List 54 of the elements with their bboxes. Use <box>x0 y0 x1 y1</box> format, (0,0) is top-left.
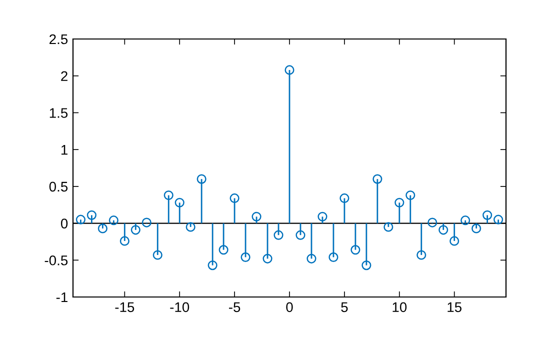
point <box>460 216 470 226</box>
point <box>350 245 360 255</box>
point <box>296 230 306 240</box>
point <box>164 190 174 200</box>
point <box>86 210 96 220</box>
point <box>230 193 240 204</box>
point <box>494 214 504 224</box>
x-tick-label: 0 <box>286 302 293 312</box>
y-tick-label: 0.5 <box>49 182 68 192</box>
x-tick-label: -5 <box>228 302 240 312</box>
point <box>482 210 492 220</box>
point <box>108 216 118 226</box>
point <box>152 250 162 260</box>
point <box>416 250 426 260</box>
x-tick-label: 5 <box>341 302 348 312</box>
point <box>142 218 152 228</box>
point <box>372 174 382 184</box>
x-tick-label: 15 <box>448 302 462 312</box>
x-tick-label: -15 <box>115 302 134 312</box>
y-tick-label: 2.5 <box>50 34 68 44</box>
point <box>76 214 86 224</box>
point <box>98 224 108 234</box>
y-tick-label: -0.5 <box>44 255 68 266</box>
point <box>240 252 250 262</box>
point <box>318 212 328 222</box>
point <box>384 222 394 232</box>
point <box>438 225 448 235</box>
point <box>362 260 372 270</box>
y-tick-label: -1 <box>56 292 68 302</box>
x-tick-label: 10 <box>392 302 407 312</box>
point <box>450 236 460 246</box>
point <box>406 190 416 200</box>
y-tick-label: 2 <box>61 71 68 81</box>
point <box>394 198 404 208</box>
point <box>274 230 284 240</box>
y-tick-label: 1 <box>61 145 68 155</box>
point <box>120 236 130 246</box>
y-tick-label: 0 <box>60 218 68 228</box>
point <box>340 193 350 204</box>
y-tick-label: 1.5 <box>50 108 68 118</box>
point <box>328 252 338 262</box>
point <box>130 225 140 235</box>
point <box>174 198 184 208</box>
point <box>196 174 206 184</box>
x-tick-label: -10 <box>170 302 190 312</box>
point <box>428 218 438 228</box>
point <box>472 224 482 234</box>
point <box>262 254 272 264</box>
point <box>306 254 316 264</box>
point <box>252 212 262 222</box>
point <box>284 65 294 75</box>
point <box>186 222 196 232</box>
point <box>218 245 228 255</box>
point <box>208 260 218 270</box>
